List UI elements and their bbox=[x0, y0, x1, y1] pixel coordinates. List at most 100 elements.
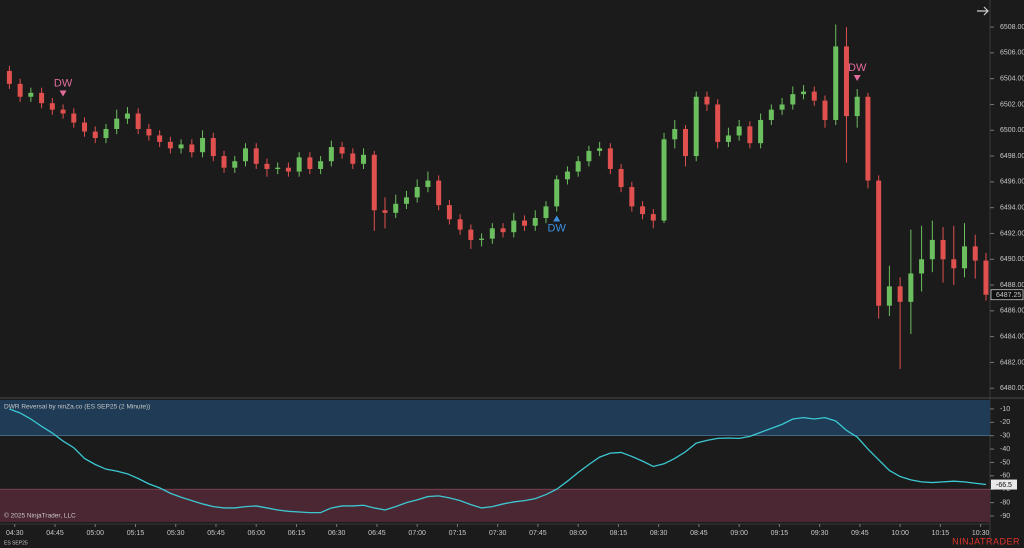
candle-body bbox=[103, 128, 109, 139]
candle-body bbox=[522, 220, 528, 226]
candle-body bbox=[736, 126, 742, 136]
signal-marker bbox=[853, 75, 861, 82]
y-tick-label: 6482.00 bbox=[1000, 359, 1024, 366]
y-tick-label: 6506.00 bbox=[1000, 50, 1024, 57]
candle-body bbox=[597, 148, 603, 151]
candle-body bbox=[446, 205, 452, 220]
candle-body bbox=[114, 118, 120, 129]
indicator-title: DWR Reversal by ninZa.co (ES SEP25 (2 Mi… bbox=[4, 404, 150, 411]
last-value-label: -66.5 bbox=[996, 482, 1012, 489]
candle-body bbox=[17, 83, 23, 97]
y-tick-label: 6500.00 bbox=[1000, 127, 1024, 134]
scroll-arrow[interactable] bbox=[977, 6, 989, 16]
x-tick-label: 09:00 bbox=[730, 530, 748, 537]
x-tick-label: 09:45 bbox=[851, 530, 869, 537]
candle-body bbox=[489, 228, 495, 239]
candle-body bbox=[296, 157, 302, 172]
x-tick-label: 07:45 bbox=[529, 530, 547, 537]
candle-body bbox=[60, 109, 66, 114]
candle-body bbox=[371, 154, 377, 211]
y-tick-label: 6484.00 bbox=[1000, 334, 1024, 341]
x-tick-label: 07:30 bbox=[489, 530, 507, 537]
candle-body bbox=[28, 92, 34, 97]
x-tick-label: 05:45 bbox=[207, 530, 225, 537]
brand: NINJATRADER bbox=[952, 536, 1020, 546]
candle-body bbox=[82, 122, 88, 132]
candle-body bbox=[135, 113, 141, 129]
x-tick-label: 06:45 bbox=[368, 530, 386, 537]
candle-body bbox=[650, 214, 656, 221]
candle-body bbox=[672, 128, 678, 140]
candle-body bbox=[801, 91, 807, 95]
y-tick-label: -90 bbox=[1000, 513, 1010, 520]
x-tick-label: 06:15 bbox=[288, 530, 306, 537]
candle-body bbox=[876, 180, 882, 306]
candle-body bbox=[768, 109, 774, 120]
candle-body bbox=[189, 144, 195, 153]
candle-body bbox=[425, 180, 431, 188]
x-tick-label: 08:45 bbox=[690, 530, 708, 537]
candle-body bbox=[167, 141, 173, 149]
candle-body bbox=[908, 273, 914, 302]
candle-body bbox=[554, 179, 560, 207]
candle-body bbox=[564, 171, 570, 180]
x-tick-label: 08:00 bbox=[569, 530, 587, 537]
candle-body bbox=[940, 239, 946, 260]
candle-body bbox=[210, 138, 216, 157]
candle-body bbox=[833, 46, 839, 120]
candle-body bbox=[242, 148, 248, 162]
candle-body bbox=[285, 167, 291, 172]
candle-body bbox=[414, 187, 420, 198]
candle-body bbox=[200, 138, 206, 153]
candle-body bbox=[307, 157, 313, 169]
candle-body bbox=[543, 206, 549, 218]
y-tick-label: 6488.00 bbox=[1000, 282, 1024, 289]
candle-body bbox=[49, 103, 55, 110]
x-tick-label: 05:15 bbox=[127, 530, 145, 537]
x-tick-label: 05:00 bbox=[86, 530, 104, 537]
candle-body bbox=[318, 161, 324, 169]
y-tick-label: 6502.00 bbox=[1000, 101, 1024, 108]
y-tick-label: 6508.00 bbox=[1000, 24, 1024, 31]
candle-body bbox=[629, 187, 635, 207]
y-tick-label: -60 bbox=[1000, 473, 1010, 480]
candle-body bbox=[361, 154, 367, 164]
candle-body bbox=[157, 135, 163, 142]
copyright: © 2025 NinjaTrader, LLC bbox=[4, 512, 76, 520]
candle-body bbox=[962, 246, 968, 269]
x-tick-label: 04:30 bbox=[6, 530, 24, 537]
candle-body bbox=[575, 161, 581, 172]
x-tick-label: 04:45 bbox=[46, 530, 64, 537]
candle-body bbox=[811, 91, 817, 101]
signal-marker bbox=[553, 215, 561, 222]
candle-body bbox=[264, 163, 270, 169]
y-tick-label: -40 bbox=[1000, 446, 1010, 453]
candle-body bbox=[403, 197, 409, 204]
candle-body bbox=[682, 128, 688, 157]
y-tick-label: -30 bbox=[1000, 433, 1010, 440]
candle-body bbox=[124, 113, 130, 119]
x-tick-label: 06:00 bbox=[247, 530, 265, 537]
candle-body bbox=[865, 96, 871, 181]
candle-body bbox=[39, 92, 45, 104]
y-tick-label: 6494.00 bbox=[1000, 205, 1024, 212]
candle-body bbox=[350, 153, 356, 164]
x-tick-label: 08:15 bbox=[610, 530, 628, 537]
x-tick-label: 08:30 bbox=[650, 530, 668, 537]
candle-body bbox=[71, 113, 77, 123]
x-tick-label: 10:30 bbox=[972, 530, 990, 537]
instrument: ES SEP25 bbox=[4, 540, 28, 546]
candle-body bbox=[92, 131, 98, 139]
signal-marker bbox=[59, 90, 67, 97]
y-tick-label: 6504.00 bbox=[1000, 76, 1024, 83]
y-tick-label: 6486.00 bbox=[1000, 308, 1024, 315]
x-tick-label: 07:15 bbox=[449, 530, 467, 537]
x-tick-label: 09:15 bbox=[771, 530, 789, 537]
plot-layer: 6480.00 6482.00 6484.00 6486.00 6488.00 6490.… bbox=[0, 24, 1024, 537]
candle-body bbox=[328, 147, 334, 162]
candle-body bbox=[919, 259, 925, 274]
candle-body bbox=[253, 148, 259, 164]
candle-body bbox=[715, 104, 721, 142]
candle-body bbox=[468, 229, 474, 240]
candle-body bbox=[822, 100, 828, 120]
